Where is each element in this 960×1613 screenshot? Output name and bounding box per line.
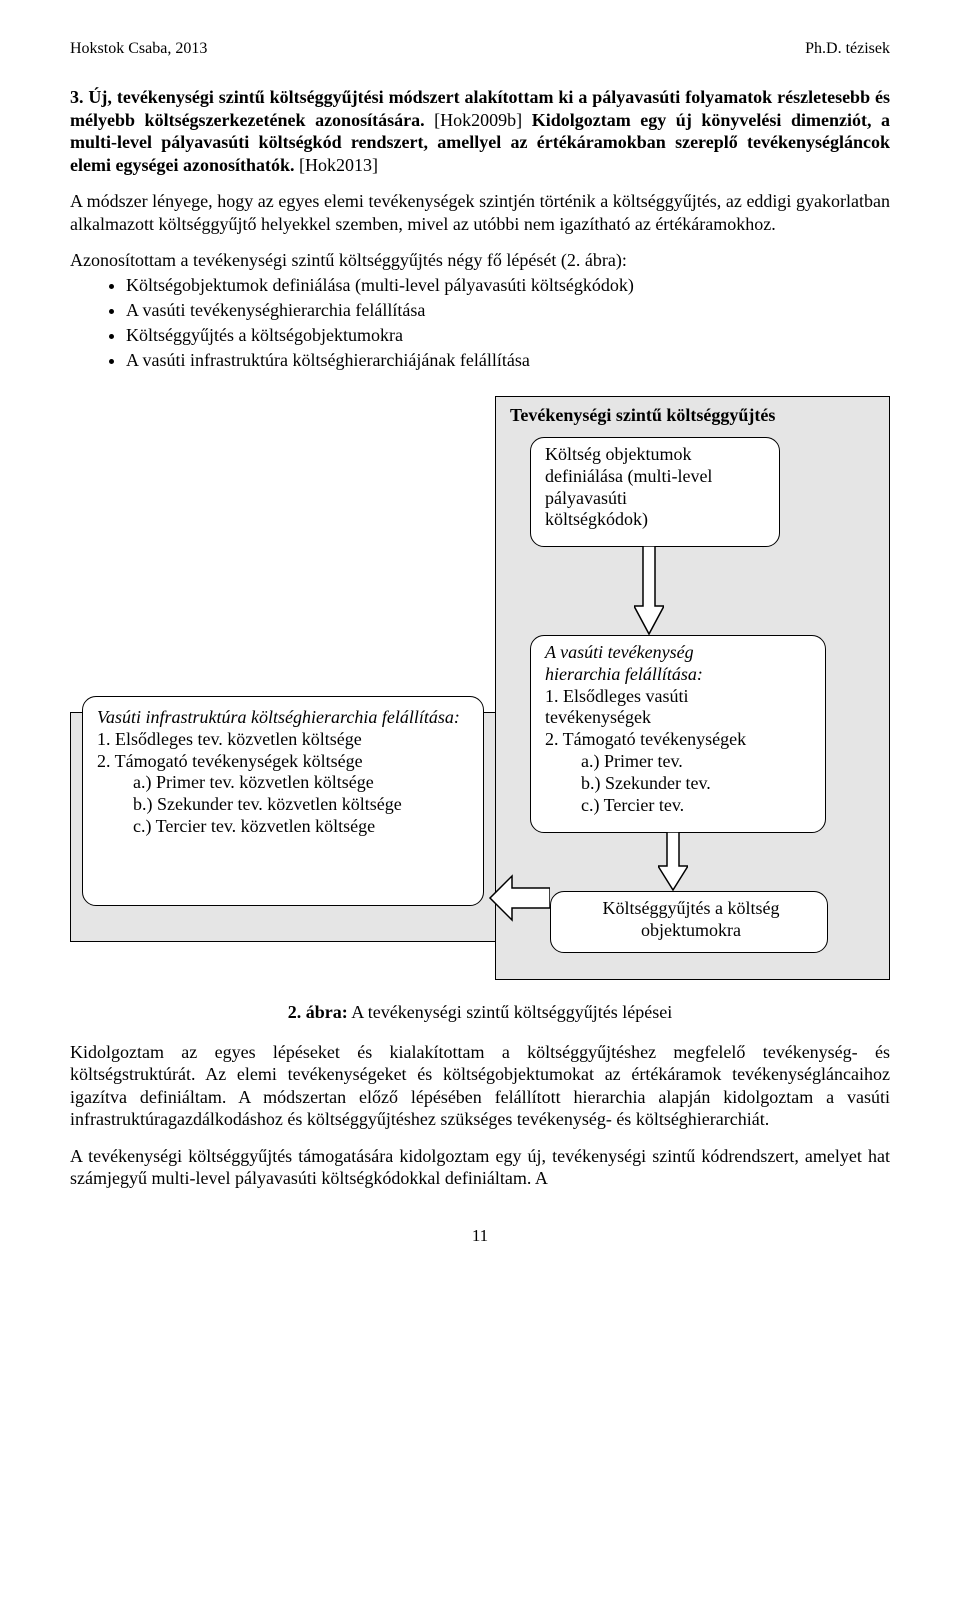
header-right: Ph.D. tézisek: [805, 40, 890, 58]
b1-l1: Költség objektumok: [545, 444, 769, 466]
outer-box-title: Tevékenységi szintű költséggyűjtés: [510, 405, 775, 426]
flowchart-diagram: Tevékenységi szintű költséggyűjtés Költs…: [70, 396, 890, 986]
bullet-1: Költségobjektumok definiálása (multi-lev…: [126, 274, 890, 297]
lw-l1: 1. Elsődleges tev. közvetlen költsége: [97, 729, 469, 751]
b2-l3: 2. Támogató tevékenységek: [545, 729, 815, 751]
diagram-box-1: Költség objektumok definiálása (multi-le…: [530, 437, 780, 547]
b3-l1: Költséggyűjtés a költség: [565, 898, 817, 920]
para-5: A tevékenységi költséggyűjtés támogatásá…: [70, 1145, 890, 1190]
left-white-box: Vasúti infrastruktúra költséghierarchia …: [82, 696, 484, 906]
b1-l2: definiálása (multi-level: [545, 466, 769, 488]
lw-l3: a.) Primer tev. közvetlen költsége: [97, 772, 469, 794]
caption-bold: 2. ábra:: [288, 1002, 348, 1022]
lw-l2: 2. Támogató tevékenységek költsége: [97, 751, 469, 773]
page-header: Hokstok Csaba, 2013 Ph.D. tézisek: [70, 40, 890, 58]
b2-l2: tevékenységek: [545, 707, 815, 729]
b3-l2: objektumokra: [565, 920, 817, 942]
para-3: Azonosítottam a tevékenységi szintű költ…: [70, 249, 890, 272]
page-container: Hokstok Csaba, 2013 Ph.D. tézisek 3. Új,…: [0, 0, 960, 1296]
p1-ref1: [Hok2009b]: [434, 110, 532, 130]
header-left: Hokstok Csaba, 2013: [70, 40, 207, 58]
left-title: Vasúti infrastruktúra költséghierarchia …: [97, 707, 469, 729]
b1-l3: pályavasúti: [545, 488, 769, 510]
arrow-1-to-2: [634, 546, 664, 636]
p1-ref2: [Hok2013]: [294, 155, 378, 175]
para-2: A módszer lényege, hogy az egyes elemi t…: [70, 190, 890, 235]
figure-caption: 2. ábra: A tevékenységi szintű költséggy…: [70, 1002, 890, 1023]
diagram-box-2: A vasúti tevékenység hierarchia felállít…: [530, 635, 826, 833]
arrow-2-to-3: [658, 832, 688, 892]
b1-l4: költségkódok): [545, 509, 769, 531]
bullet-4: A vasúti infrastruktúra költséghierarchi…: [126, 349, 890, 372]
thesis-para-1: 3. Új, tevékenységi szintű költséggyűjté…: [70, 86, 890, 176]
outer-gray-box: Tevékenységi szintű költséggyűjtés Költs…: [495, 396, 890, 980]
b2-l1: 1. Elsődleges vasúti: [545, 686, 815, 708]
caption-rest: A tevékenységi szintű költséggyűjtés lép…: [348, 1002, 672, 1022]
b2-title: A vasúti tevékenység hierarchia felállít…: [545, 642, 815, 686]
arrow-3-to-left: [488, 874, 550, 922]
lw-l4: b.) Szekunder tev. közvetlen költsége: [97, 794, 469, 816]
para-4: Kidolgoztam az egyes lépéseket és kialak…: [70, 1041, 890, 1131]
bullet-list: Költségobjektumok definiálása (multi-lev…: [70, 274, 890, 372]
bullet-3: Költséggyűjtés a költségobjektumokra: [126, 324, 890, 347]
page-number: 11: [70, 1226, 890, 1246]
bullet-2: A vasúti tevékenységhierarchia felállítá…: [126, 299, 890, 322]
b2-l6: c.) Tercier tev.: [545, 795, 815, 817]
b2-l5: b.) Szekunder tev.: [545, 773, 815, 795]
b2-l4: a.) Primer tev.: [545, 751, 815, 773]
diagram-box-3: Költséggyűjtés a költség objektumokra: [550, 891, 828, 953]
lw-l5: c.) Tercier tev. közvetlen költsége: [97, 816, 469, 838]
